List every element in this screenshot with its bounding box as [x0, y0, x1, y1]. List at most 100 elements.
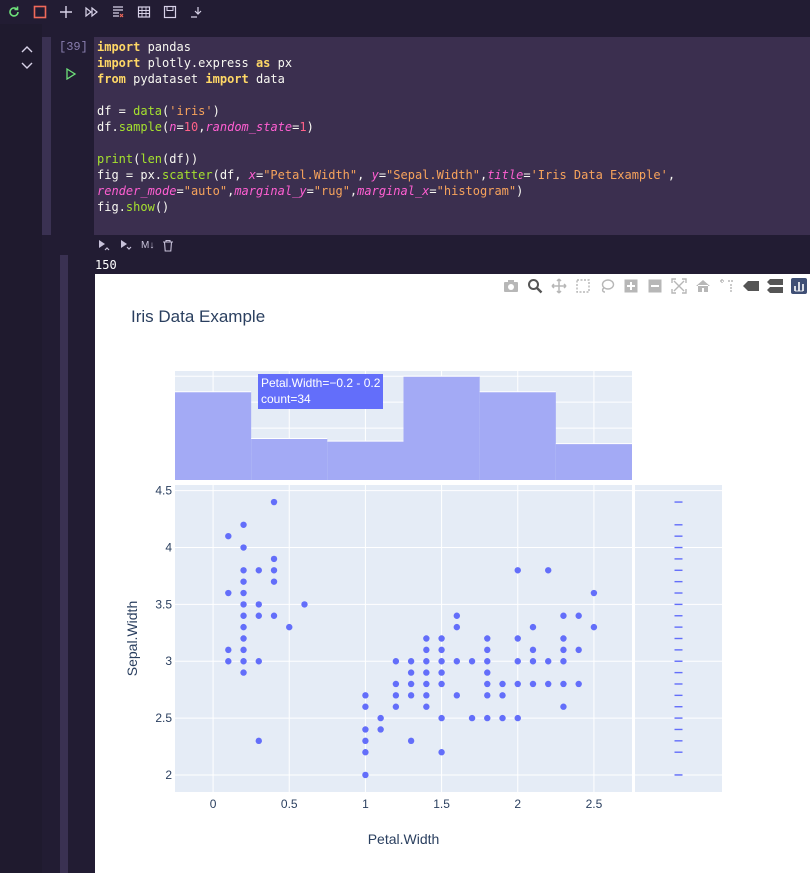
stop-icon[interactable] — [30, 2, 50, 22]
scatter-point[interactable] — [484, 692, 491, 699]
scatter-point[interactable] — [560, 680, 567, 688]
scatter-point[interactable] — [499, 714, 506, 722]
scatter-point[interactable] — [407, 669, 415, 676]
scatter-point[interactable] — [225, 532, 232, 540]
scatter-point[interactable] — [407, 680, 415, 688]
scatter-point[interactable] — [240, 601, 247, 608]
scatter-point[interactable] — [301, 601, 308, 608]
chart-canvas[interactable]: 0 0.5 1 1.5 2 2.5 2 2.5 3 3.5 4 4.5 Petal.Width Se… — [95, 274, 810, 873]
chevron-down-icon[interactable] — [19, 59, 35, 71]
lasso-select-icon[interactable] — [596, 276, 618, 296]
scatter-point[interactable] — [362, 737, 369, 745]
scatter-point[interactable] — [270, 578, 278, 585]
scatter-point[interactable] — [529, 623, 537, 631]
scatter-point[interactable] — [438, 635, 445, 642]
scatter-point[interactable] — [423, 658, 430, 665]
scatter-point[interactable] — [362, 703, 369, 710]
scatter-point[interactable] — [453, 612, 461, 619]
scatter-point[interactable] — [362, 726, 369, 733]
scatter-point[interactable] — [514, 658, 521, 665]
add-cell-icon[interactable] — [56, 2, 76, 22]
run-cell-icon[interactable] — [65, 67, 77, 81]
scatter-point[interactable] — [225, 646, 232, 654]
spike-lines-icon[interactable] — [716, 276, 738, 296]
scatter-point[interactable] — [240, 635, 247, 642]
scatter-point[interactable] — [270, 612, 278, 619]
scatter-point[interactable] — [423, 692, 430, 699]
histogram-bar[interactable] — [327, 441, 404, 480]
scatter-point[interactable] — [484, 714, 491, 722]
scatter-point[interactable] — [529, 658, 537, 665]
scatter-point[interactable] — [484, 658, 491, 665]
export-icon[interactable] — [186, 2, 206, 22]
restart-icon[interactable] — [4, 2, 24, 22]
scatter-point[interactable] — [575, 646, 582, 654]
hover-closest-icon[interactable] — [740, 276, 762, 296]
scatter-point[interactable] — [240, 623, 247, 631]
variables-icon[interactable] — [134, 2, 154, 22]
scatter-point[interactable] — [484, 635, 491, 642]
scatter-point[interactable] — [468, 658, 476, 665]
zoom-out-icon[interactable] — [644, 276, 666, 296]
scatter-point[interactable] — [423, 635, 430, 642]
autoscale-icon[interactable] — [668, 276, 690, 296]
scatter-point[interactable] — [407, 737, 415, 745]
plotly-logo-icon[interactable] — [788, 276, 810, 296]
run-below-icon[interactable] — [119, 238, 133, 252]
scatter-point[interactable] — [438, 714, 445, 722]
scatter-point[interactable] — [270, 567, 278, 574]
chevron-up-icon[interactable] — [19, 42, 35, 54]
code-editor[interactable]: import pandas import plotly.express as px… — [94, 37, 810, 235]
scatter-point[interactable] — [270, 498, 278, 506]
scatter-point[interactable] — [514, 635, 521, 642]
scatter-point[interactable] — [377, 726, 384, 733]
histogram-bar[interactable] — [251, 438, 328, 480]
scatter-point[interactable] — [392, 658, 400, 665]
scatter-point[interactable] — [362, 692, 369, 699]
histogram-bar[interactable] — [175, 391, 252, 480]
scatter-point[interactable] — [225, 658, 232, 665]
scatter-point[interactable] — [560, 646, 567, 654]
scatter-point[interactable] — [286, 623, 293, 631]
save-icon[interactable] — [160, 2, 180, 22]
scatter-point[interactable] — [514, 680, 521, 688]
scatter-point[interactable] — [392, 703, 400, 710]
scatter-point[interactable] — [362, 771, 369, 779]
scatter-point[interactable] — [453, 692, 461, 699]
scatter-point[interactable] — [514, 714, 521, 722]
scatter-point[interactable] — [423, 646, 430, 654]
zoom-in-icon[interactable] — [620, 276, 642, 296]
scatter-point[interactable] — [255, 567, 262, 574]
scatter-point[interactable] — [225, 589, 232, 597]
histogram-bar[interactable] — [479, 391, 556, 480]
scatter-point[interactable] — [438, 658, 445, 665]
scatter-point[interactable] — [484, 680, 491, 688]
scatter-point[interactable] — [255, 658, 262, 665]
scatter-point[interactable] — [240, 544, 247, 551]
zoom-icon[interactable] — [524, 276, 546, 296]
scatter-point[interactable] — [423, 703, 430, 710]
scatter-point[interactable] — [407, 658, 415, 665]
scatter-point[interactable] — [240, 589, 247, 597]
scatter-point[interactable] — [529, 646, 537, 654]
scatter-point[interactable] — [240, 669, 247, 676]
pan-icon[interactable] — [548, 276, 570, 296]
run-above-icon[interactable] — [97, 238, 111, 252]
scatter-point[interactable] — [545, 680, 552, 688]
box-select-icon[interactable] — [572, 276, 594, 296]
histogram-bar[interactable] — [555, 443, 632, 480]
trash-icon[interactable] — [162, 238, 174, 252]
scatter-point[interactable] — [255, 601, 262, 608]
scatter-point[interactable] — [575, 612, 582, 619]
scatter-point[interactable] — [438, 669, 445, 676]
scatter-point[interactable] — [240, 646, 247, 654]
scatter-point[interactable] — [377, 714, 384, 722]
scatter-point[interactable] — [453, 623, 461, 631]
hover-compare-icon[interactable] — [764, 276, 786, 296]
histogram-bar[interactable] — [403, 376, 480, 480]
scatter-point[interactable] — [255, 612, 262, 619]
scatter-point[interactable] — [423, 669, 430, 676]
scatter-point[interactable] — [255, 737, 262, 745]
scatter-point[interactable] — [575, 680, 582, 688]
scatter-point[interactable] — [484, 669, 491, 676]
